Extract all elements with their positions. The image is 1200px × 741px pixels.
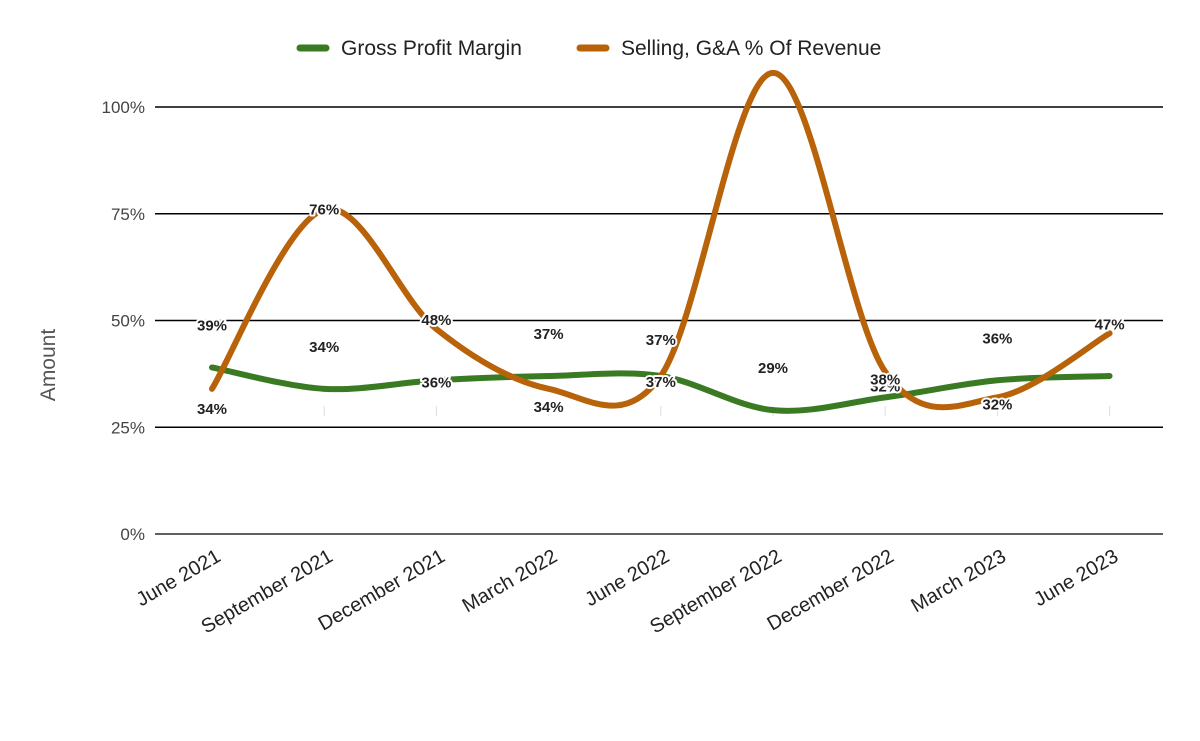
series-lines <box>209 69 1113 414</box>
data-label-gross-profit-margin: 39% <box>197 317 227 334</box>
data-label-sga-percent: 34% <box>534 399 564 416</box>
data-labels: 39% 34% 36% 37% 37% 29% 32% 36% 34% 76% 48% 34% 37% 3… <box>195 199 1127 419</box>
y-axis: 0% 25% 50% 75% 100% <box>102 98 145 544</box>
x-tick-label: June 2021 <box>133 545 225 611</box>
y-tick-label: 25% <box>111 418 145 437</box>
data-label-gross-profit-margin: 36% <box>982 330 1012 347</box>
y-axis-title: Amount <box>37 329 60 402</box>
data-label-gross-profit-margin: 37% <box>646 374 676 391</box>
data-label-sga-percent: 48% <box>421 312 451 329</box>
grid-lines <box>155 106 1163 535</box>
data-label-sga-percent: 37% <box>646 332 676 349</box>
data-label-sga-percent: 34% <box>197 401 227 418</box>
x-tick-label: March 2022 <box>459 545 561 617</box>
x-tick-label: March 2023 <box>907 545 1009 617</box>
y-tick-label: 75% <box>111 205 145 224</box>
data-label-gross-profit-margin: 37% <box>534 326 564 343</box>
data-label-sga-percent: 76% <box>309 201 339 218</box>
legend-label-gross-profit-margin: Gross Profit Margin <box>341 37 522 60</box>
data-label-gross-profit-margin: 34% <box>309 339 339 356</box>
y-tick-label: 0% <box>120 525 145 544</box>
x-tick-label: June 2022 <box>581 545 673 611</box>
data-label-sga-percent: 38% <box>870 372 900 389</box>
x-tick-label: June 2023 <box>1030 545 1122 611</box>
y-tick-label: 50% <box>111 312 145 331</box>
data-label-gross-profit-margin: 36% <box>421 374 451 391</box>
series-line-sga-percent <box>209 69 1113 411</box>
data-label-gross-profit-margin: 29% <box>758 360 788 377</box>
y-tick-label: 100% <box>102 98 145 117</box>
legend-label-sga-percent: Selling, G&A % Of Revenue <box>621 37 881 60</box>
x-tick-label: December 2022 <box>763 545 897 635</box>
data-label-sga-percent: 32% <box>982 396 1012 413</box>
x-tick-label: December 2021 <box>315 545 449 635</box>
data-label-gross-profit-margin: 32% <box>870 378 900 395</box>
chart-legend: Gross Profit Margin Selling, G&A % Of Rev… <box>296 37 881 60</box>
data-label-sga-percent: 47% <box>1095 316 1125 333</box>
category-guides <box>211 406 1111 416</box>
